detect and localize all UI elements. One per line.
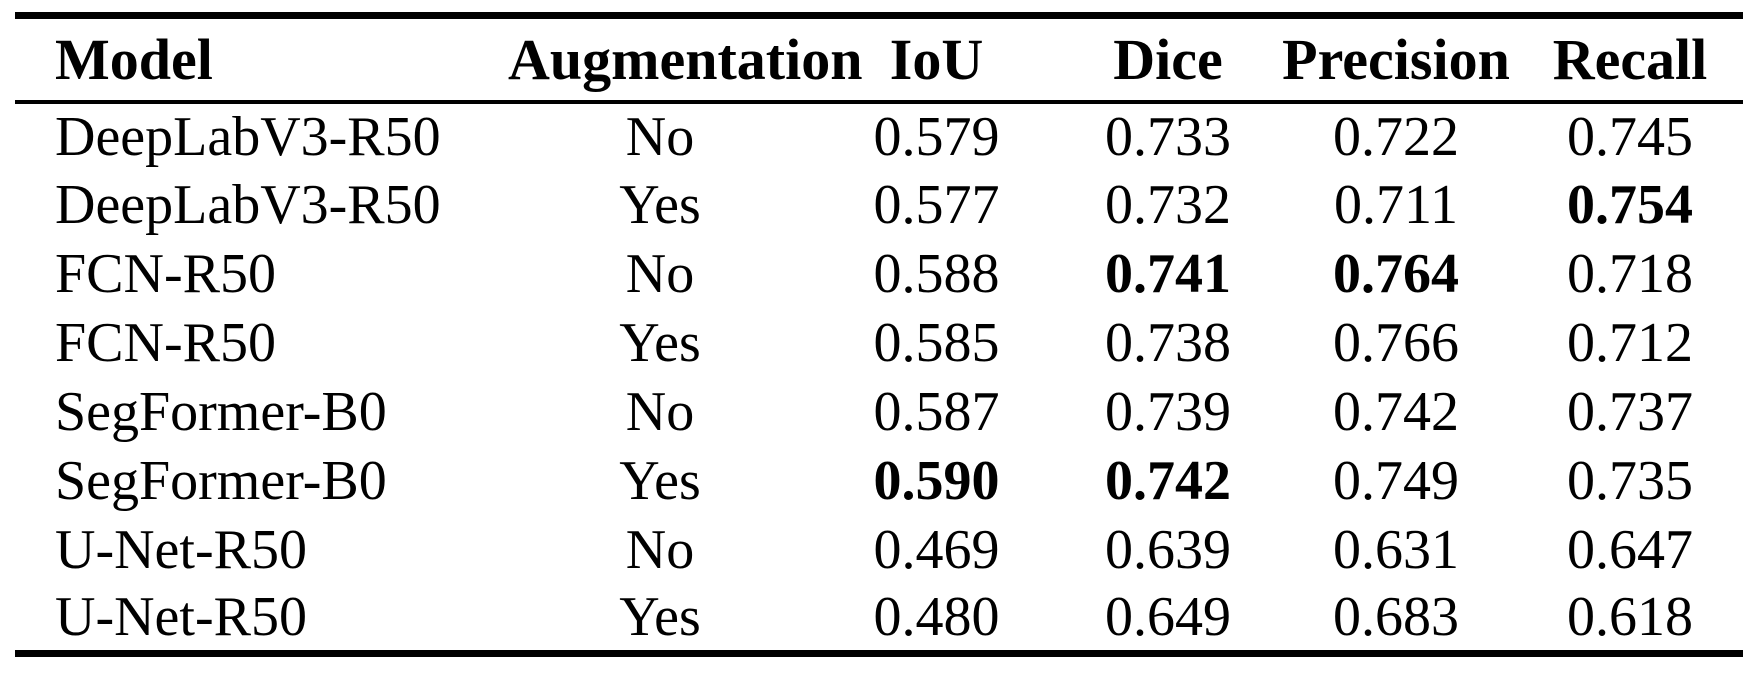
- cell-dice: 0.742: [1105, 450, 1231, 512]
- column-header-dice: Dice: [1113, 26, 1223, 92]
- cell-precision: 0.742: [1333, 381, 1459, 443]
- cell-iou: 0.587: [873, 381, 1000, 443]
- column-header-precision: Precision: [1282, 26, 1510, 92]
- header-row: Model Augmentation IoU Dice Precision Re…: [15, 16, 1743, 102]
- cell-iou: 0.579: [873, 106, 1000, 168]
- table-row: FCN-R50 No 0.588 0.741 0.764 0.718: [15, 240, 1743, 309]
- cell-precision: 0.722: [1333, 106, 1459, 168]
- cell-dice: 0.649: [1105, 586, 1231, 649]
- cell-iou: 0.577: [873, 174, 1000, 236]
- column-header-model: Model: [55, 26, 213, 92]
- cell-precision: 0.683: [1333, 586, 1459, 649]
- cell-dice: 0.732: [1105, 174, 1231, 236]
- cell-precision: 0.631: [1333, 519, 1459, 581]
- cell-model: FCN-R50: [55, 243, 276, 305]
- cell-dice: 0.739: [1105, 381, 1231, 443]
- cell-augmentation: No: [625, 381, 695, 443]
- cell-model: U-Net-R50: [55, 519, 307, 581]
- cell-model: DeepLabV3-R50: [55, 174, 441, 236]
- table-row: U-Net-R50 Yes 0.480 0.649 0.683 0.618: [15, 585, 1743, 654]
- table-row: FCN-R50 Yes 0.585 0.738 0.766 0.712: [15, 309, 1743, 378]
- cell-dice: 0.733: [1105, 106, 1231, 168]
- cell-precision: 0.749: [1333, 450, 1459, 512]
- cell-model: DeepLabV3-R50: [55, 106, 441, 168]
- cell-augmentation: Yes: [619, 450, 701, 512]
- cell-augmentation: No: [625, 106, 695, 168]
- cell-model: SegFormer-B0: [55, 381, 387, 443]
- table-row: DeepLabV3-R50 No 0.579 0.733 0.722 0.745: [15, 102, 1743, 171]
- table-row: SegFormer-B0 Yes 0.590 0.742 0.749 0.735: [15, 447, 1743, 516]
- cell-iou: 0.588: [873, 243, 1000, 305]
- cell-model: U-Net-R50: [55, 586, 307, 649]
- column-header-recall: Recall: [1552, 26, 1708, 92]
- cell-precision: 0.766: [1333, 312, 1459, 374]
- cell-recall: 0.647: [1567, 519, 1693, 581]
- cell-augmentation: No: [625, 519, 695, 581]
- cell-recall: 0.618: [1567, 586, 1693, 649]
- cell-model: SegFormer-B0: [55, 450, 387, 512]
- cell-recall: 0.712: [1567, 312, 1693, 374]
- table-row: U-Net-R50 No 0.469 0.639 0.631 0.647: [15, 516, 1743, 585]
- cell-iou: 0.480: [873, 586, 1000, 649]
- cell-recall: 0.737: [1567, 381, 1693, 443]
- cell-model: FCN-R50: [55, 312, 276, 374]
- results-table: Model Augmentation IoU Dice Precision Re…: [15, 12, 1743, 657]
- column-header-iou: IoU: [889, 26, 984, 92]
- cell-precision: 0.764: [1333, 243, 1459, 305]
- column-header-augmentation: Augmentation: [508, 26, 863, 92]
- cell-augmentation: Yes: [619, 174, 701, 236]
- cell-iou: 0.585: [873, 312, 1000, 374]
- cell-recall: 0.745: [1567, 106, 1693, 168]
- table-row: DeepLabV3-R50 Yes 0.577 0.732 0.711 0.75…: [15, 171, 1743, 240]
- cell-recall: 0.735: [1567, 450, 1693, 512]
- table-row: SegFormer-B0 No 0.587 0.739 0.742 0.737: [15, 378, 1743, 447]
- cell-augmentation: Yes: [619, 586, 701, 649]
- cell-augmentation: No: [625, 243, 695, 305]
- cell-dice: 0.738: [1105, 312, 1231, 374]
- cell-augmentation: Yes: [619, 312, 701, 374]
- cell-precision: 0.711: [1334, 174, 1458, 236]
- cell-iou: 0.469: [873, 519, 1000, 581]
- cell-iou: 0.590: [873, 450, 1000, 512]
- cell-recall: 0.754: [1567, 174, 1693, 236]
- cell-dice: 0.741: [1105, 243, 1231, 305]
- cell-dice: 0.639: [1105, 519, 1231, 581]
- cell-recall: 0.718: [1567, 243, 1693, 305]
